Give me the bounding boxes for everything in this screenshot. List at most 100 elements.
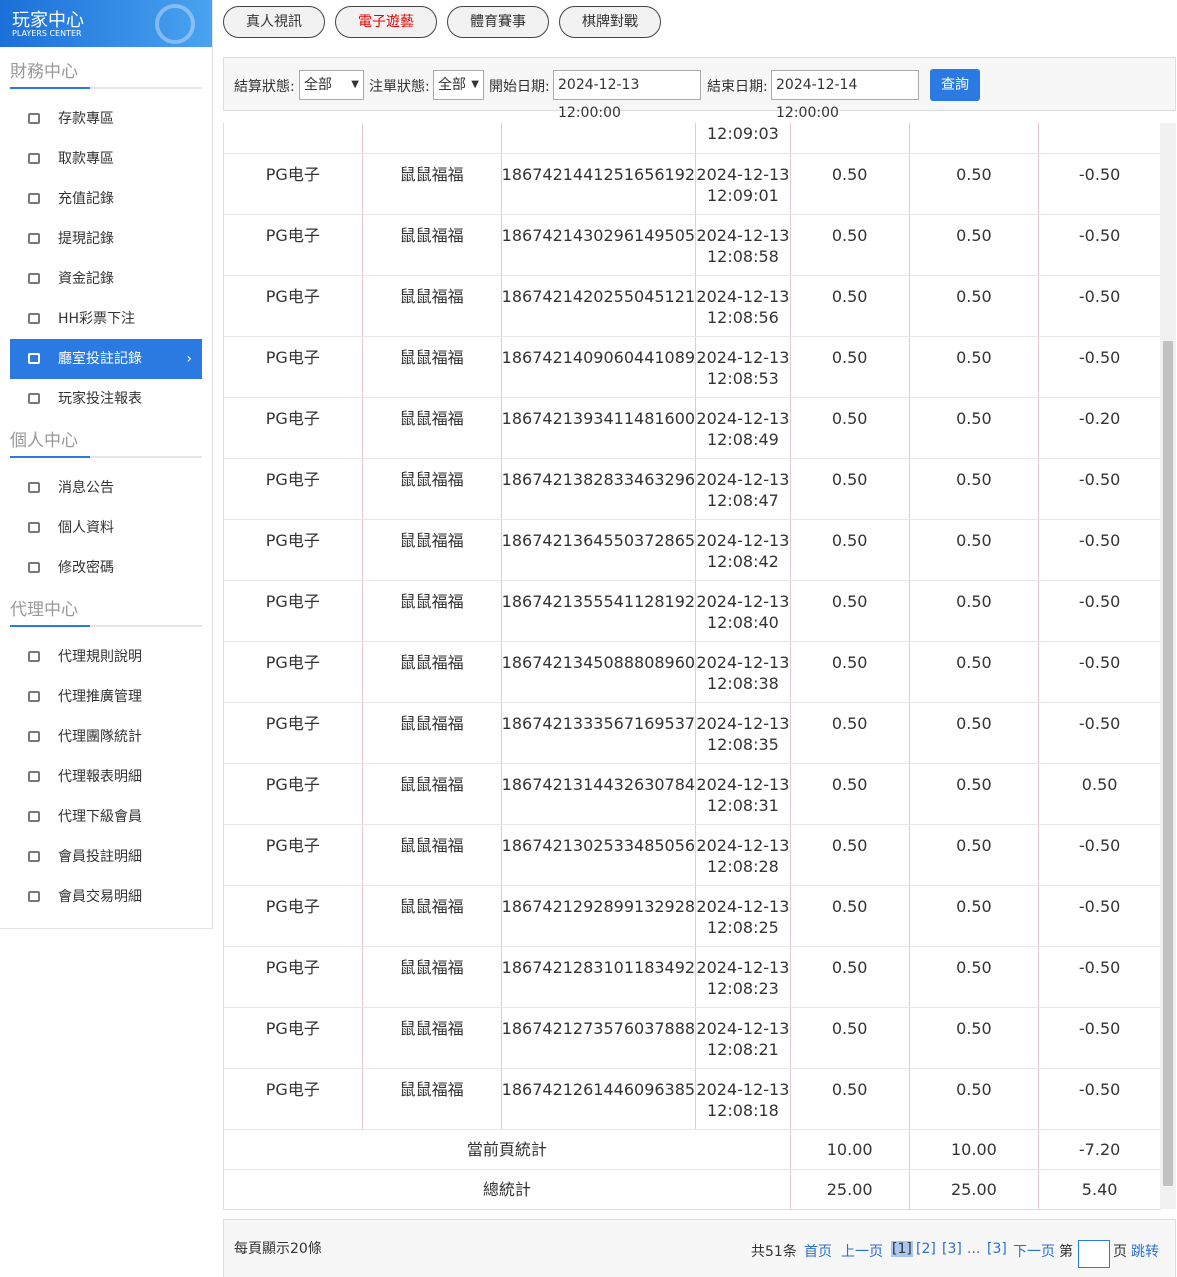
page-link[interactable]: [3] bbox=[942, 1241, 962, 1257]
menu-item[interactable]: 取款專區 bbox=[10, 139, 202, 179]
page-link[interactable]: [1] bbox=[891, 1241, 913, 1257]
cell: 0.50 bbox=[909, 763, 1040, 825]
menu-item[interactable]: 充值記錄 bbox=[10, 179, 202, 219]
cell: 0.50 bbox=[790, 153, 910, 215]
page-link[interactable]: 下一页 bbox=[1013, 1244, 1055, 1260]
cell: 0.50 bbox=[909, 1007, 1040, 1069]
page-link[interactable]: [2] bbox=[916, 1241, 936, 1257]
page-link[interactable]: 首页 bbox=[804, 1244, 832, 1260]
tab[interactable]: 電子遊藝 bbox=[335, 6, 437, 38]
scrollbar[interactable] bbox=[1160, 123, 1176, 1209]
page-link[interactable]: [3] bbox=[987, 1241, 1007, 1257]
menu-item[interactable]: 廳室投註記錄 › bbox=[10, 339, 202, 379]
table-row: PG电子 鼠鼠福福 1867421382833463296 2024-12-13 12… bbox=[224, 458, 1161, 520]
menu-icon bbox=[28, 313, 40, 324]
logo[interactable]: 玩家中心 PLAYERS CENTER bbox=[0, 0, 212, 47]
menu-item[interactable]: 資金記錄 bbox=[10, 259, 202, 299]
tab[interactable]: 棋牌對戰 bbox=[559, 6, 661, 38]
partial-row: 12:09:03 bbox=[224, 123, 1161, 154]
menu-item[interactable]: 提現記錄 bbox=[10, 219, 202, 259]
select[interactable]: 全部 ▼ bbox=[433, 70, 484, 100]
menu-item[interactable]: 會員投註明細 bbox=[10, 837, 202, 877]
total-count: 共51条 bbox=[751, 1244, 797, 1260]
cell: 1867421273576037888 bbox=[501, 1007, 697, 1069]
cell: 1867421393411481600 bbox=[501, 397, 697, 459]
cell: -0.50 bbox=[1038, 824, 1161, 886]
logo-icon bbox=[155, 4, 195, 44]
menu-item[interactable]: 存款專區 bbox=[10, 99, 202, 139]
cell: 0.50 bbox=[790, 458, 910, 520]
cell: 0.50 bbox=[790, 336, 910, 398]
cell: 2024-12-13 12:08:23 bbox=[695, 946, 791, 1008]
cell: 2024-12-13 12:08:56 bbox=[695, 275, 791, 337]
cell: 2024-12-13 12:08:31 bbox=[695, 763, 791, 825]
page-link[interactable]: 上一页 bbox=[841, 1244, 883, 1260]
cell: 2024-12-13 12:08:53 bbox=[695, 336, 791, 398]
pagination: 每頁顯示20條 共51条 首页 上一页 [1] [2] [3]... [3] 下一页第 页跳转 bbox=[223, 1219, 1176, 1277]
menu-item[interactable]: 代理團隊統計 bbox=[10, 717, 202, 757]
cell: 0.50 bbox=[790, 1007, 910, 1069]
scroll-thumb[interactable] bbox=[1163, 341, 1173, 1186]
menu-icon bbox=[28, 562, 40, 573]
menu-icon bbox=[28, 193, 40, 204]
cell: PG电子 bbox=[224, 885, 363, 947]
menu-icon bbox=[28, 233, 40, 244]
cell: 1867421302533485056 bbox=[501, 824, 697, 886]
cell bbox=[501, 123, 697, 154]
page-link[interactable]: ... bbox=[967, 1241, 981, 1257]
menu-item[interactable]: 代理報表明細 bbox=[10, 757, 202, 797]
table-row: PG电子 鼠鼠福福 1867421314432630784 2024-12-13 12… bbox=[224, 763, 1161, 825]
summary-label: 總統計 bbox=[224, 1169, 791, 1209]
date-input[interactable]: 2024-12-13 12:00:00 bbox=[553, 70, 701, 121]
cell: 0.50 bbox=[909, 275, 1040, 337]
cell: -0.50 bbox=[1038, 275, 1161, 337]
menu-item[interactable]: 代理推廣管理 bbox=[10, 677, 202, 717]
table-row: PG电子 鼠鼠福福 1867421393411481600 2024-12-13 12… bbox=[224, 397, 1161, 459]
menu-item[interactable]: 個人資料 bbox=[10, 508, 202, 548]
cell: 鼠鼠福福 bbox=[362, 458, 502, 520]
menu-item[interactable]: 會員交易明細 bbox=[10, 877, 202, 917]
cell: 0.50 bbox=[909, 458, 1040, 520]
filter-bar: 結算狀態: 全部 ▼ 注單狀態: 全部 ▼ 開始日期: 2024-12-13 12:00:00… bbox=[223, 57, 1176, 121]
cell: 1867421345088808960 bbox=[501, 641, 697, 703]
summary-value: 10.00 bbox=[790, 1129, 910, 1170]
menu-item[interactable]: 代理下級會員 bbox=[10, 797, 202, 837]
menu-icon bbox=[28, 731, 40, 742]
goto-button[interactable]: 跳转 bbox=[1131, 1244, 1159, 1260]
goto-input[interactable] bbox=[1078, 1240, 1110, 1268]
menu-label: 取款專區 bbox=[58, 151, 114, 167]
menu-item[interactable]: 修改密碼 bbox=[10, 548, 202, 588]
tab[interactable]: 真人視訊 bbox=[223, 6, 325, 38]
cell: PG电子 bbox=[224, 1007, 363, 1069]
tab[interactable]: 體育賽事 bbox=[447, 6, 549, 38]
cell: PG电子 bbox=[224, 580, 363, 642]
cell: 2024-12-13 12:08:21 bbox=[695, 1007, 791, 1069]
date-input[interactable]: 2024-12-14 12:00:00 bbox=[771, 70, 919, 121]
menu-label: 充值記錄 bbox=[58, 191, 114, 207]
cell: 2024-12-13 12:08:49 bbox=[695, 397, 791, 459]
menu-item[interactable]: 代理規則說明 bbox=[10, 637, 202, 677]
cell: -0.50 bbox=[1038, 946, 1161, 1008]
cell: 0.50 bbox=[909, 519, 1040, 581]
cell: 0.50 bbox=[909, 946, 1040, 1008]
cell: 1867421355541128192 bbox=[501, 580, 697, 642]
cell: 2024-12-13 12:08:58 bbox=[695, 214, 791, 276]
cell: 0.50 bbox=[909, 641, 1040, 703]
cell: 12:09:03 bbox=[695, 123, 791, 154]
menu-item[interactable]: HH彩票下注 bbox=[10, 299, 202, 339]
select-arrow: ▼ bbox=[351, 79, 359, 90]
cell: 0.50 bbox=[790, 824, 910, 886]
cell: 0.50 bbox=[909, 153, 1040, 215]
cell: 2024-12-13 12:08:35 bbox=[695, 702, 791, 764]
menu-icon bbox=[28, 771, 40, 782]
filter-label: 開始日期: bbox=[489, 79, 550, 95]
menu-item[interactable]: 消息公告 bbox=[10, 468, 202, 508]
menu-item[interactable]: 玩家投注報表 bbox=[10, 379, 202, 419]
query-button[interactable]: 查詢 bbox=[930, 69, 980, 101]
table-row: PG电子 鼠鼠福福 1867421292899132928 2024-12-13 12… bbox=[224, 885, 1161, 947]
cell: PG电子 bbox=[224, 702, 363, 764]
cell: PG电子 bbox=[224, 214, 363, 276]
select[interactable]: 全部 ▼ bbox=[299, 70, 364, 100]
cell: 鼠鼠福福 bbox=[362, 702, 502, 764]
menu-icon bbox=[28, 153, 40, 164]
